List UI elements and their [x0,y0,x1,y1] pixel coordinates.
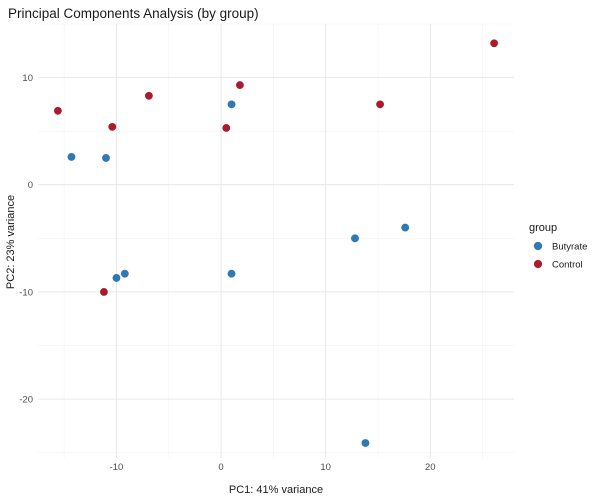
point-butyrate [227,269,236,278]
point-butyrate [120,269,129,278]
point-butyrate [101,153,111,163]
legend: group Butyrate Control [529,222,587,271]
point-control [235,81,244,90]
point-butyrate [350,234,360,243]
legend-title: group [529,222,557,234]
legend-key-butyrate [533,241,543,251]
y-tick-label: -10 [19,287,33,298]
point-butyrate [67,152,76,161]
x-tick-label: 10 [320,462,331,473]
x-tick-label: 20 [425,462,436,473]
point-control [376,100,385,109]
point-butyrate [401,223,410,232]
point-control [108,122,117,131]
y-tick-label: 0 [28,180,33,191]
point-control [144,91,153,100]
chart-title: Principal Components Analysis (by group) [8,6,259,21]
legend-key-control [533,259,543,269]
point-butyrate [361,438,370,448]
point-control [99,287,108,296]
legend-label-butyrate: Butyrate [552,242,587,253]
tick-labels: -10 0 10 20 -20 -10 0 10 [19,73,435,473]
x-tick-label: -10 [110,462,124,473]
y-tick-label: 10 [22,73,33,84]
point-control [490,39,499,48]
point-control [53,106,62,115]
data-points [53,39,499,448]
point-butyrate [227,100,236,109]
point-butyrate [112,273,121,283]
point-control [222,123,231,132]
y-axis-title: PC2: 23% variance [5,195,17,289]
y-tick-label: -20 [19,395,33,406]
x-axis-title: PC1: 41% variance [229,484,323,496]
legend-label-control: Control [552,260,583,271]
grid [38,23,514,458]
x-tick-label: 0 [218,462,223,473]
